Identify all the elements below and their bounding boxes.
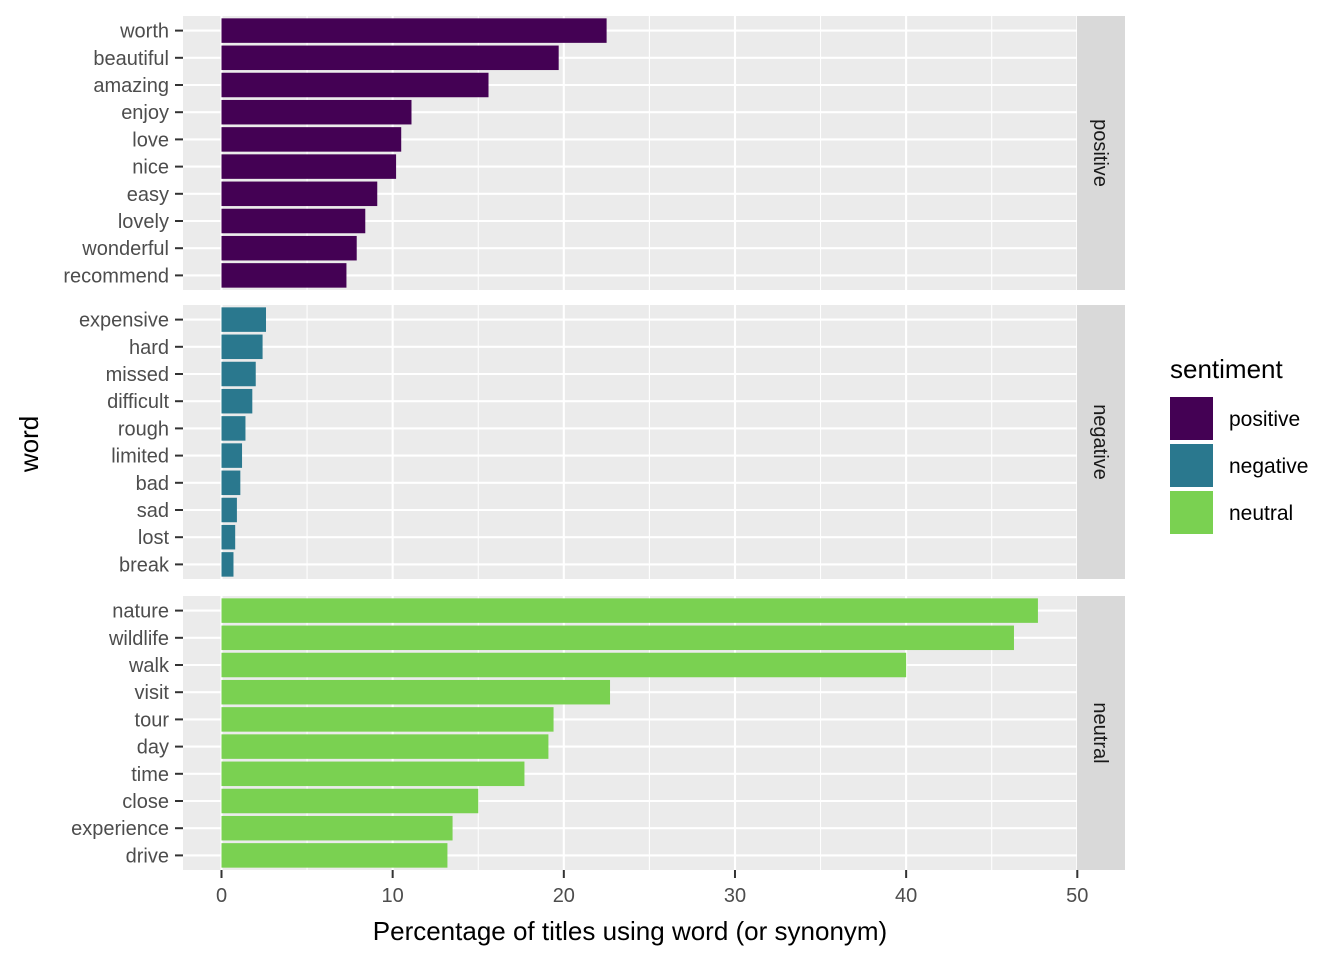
x-axis: 0 10 20 30 40 50 xyxy=(216,870,1088,907)
bar-amazing xyxy=(221,72,489,98)
facet-strip xyxy=(1077,596,1125,870)
bar-walk xyxy=(221,652,907,678)
y-tick-label-worth: worth xyxy=(119,21,169,43)
y-tick-label-time: time xyxy=(131,764,169,786)
y-tick-label-tour: tour xyxy=(135,709,170,731)
bar-visit xyxy=(221,679,611,705)
y-tick-label-day: day xyxy=(137,737,169,759)
x-tick-label-0: 0 xyxy=(216,885,227,907)
facet-panel-positive: worth beautiful amazing enjoy love nice easy lo… xyxy=(63,16,1125,290)
facet-strip-label-positive: positive xyxy=(1089,119,1111,187)
facet-panel-neutral: nature wildlife walk visit tour day time close e… xyxy=(71,596,1125,870)
legend-label-negative: negative xyxy=(1229,455,1308,478)
panel-background xyxy=(183,305,1077,579)
y-tick-label-walk: walk xyxy=(128,655,170,677)
y-tick-label-hard: hard xyxy=(129,337,169,359)
y-tick-label-nice: nice xyxy=(132,157,169,179)
bar-difficult xyxy=(221,388,253,414)
bar-nice xyxy=(221,154,397,179)
bar-wonderful xyxy=(221,235,357,261)
y-tick-label-easy: easy xyxy=(127,184,169,206)
bar-missed xyxy=(221,361,256,387)
bar-break xyxy=(221,552,234,577)
legend-key-neutral xyxy=(1170,491,1213,534)
x-tick-label-10: 10 xyxy=(382,885,404,907)
x-tick-label-20: 20 xyxy=(553,885,575,907)
bar-tour xyxy=(221,707,554,732)
y-tick-label-beautiful: beautiful xyxy=(93,48,169,70)
bar-sad xyxy=(221,497,237,523)
y-tick-label-enjoy: enjoy xyxy=(121,102,169,124)
bar-close xyxy=(221,788,479,814)
bar-hard xyxy=(221,334,263,360)
y-tick-label-break: break xyxy=(119,554,170,576)
y-tick-label-difficult: difficult xyxy=(107,391,169,413)
bar-nature xyxy=(221,598,1038,623)
legend: sentiment positive negative neutral xyxy=(1170,354,1308,534)
x-tick-label-50: 50 xyxy=(1066,885,1088,907)
y-axis-title: word xyxy=(14,416,44,473)
bar-love xyxy=(221,127,402,152)
bar-enjoy xyxy=(221,99,412,125)
bar-expensive xyxy=(221,307,267,332)
y-tick-label-recommend: recommend xyxy=(63,265,169,287)
facet-strip-label-negative: negative xyxy=(1089,404,1111,480)
bar-drive xyxy=(221,843,448,868)
y-tick-label-amazing: amazing xyxy=(93,75,169,97)
legend-label-positive: positive xyxy=(1229,408,1300,431)
y-tick-label-visit: visit xyxy=(135,682,170,704)
legend-title: sentiment xyxy=(1170,354,1283,384)
y-tick-label-nature: nature xyxy=(112,601,169,623)
y-tick-label-love: love xyxy=(132,129,169,151)
bar-limited xyxy=(221,443,243,468)
y-tick-label-limited: limited xyxy=(111,446,169,468)
y-tick-label-drive: drive xyxy=(126,845,169,867)
y-tick-label-lost: lost xyxy=(138,527,170,549)
facet-strip xyxy=(1077,305,1125,579)
y-tick-label-rough: rough xyxy=(118,418,169,440)
facet-strip xyxy=(1077,16,1125,290)
y-tick-label-expensive: expensive xyxy=(79,310,169,332)
y-tick-label-lovely: lovely xyxy=(118,211,169,233)
y-tick-label-wildlife: wildlife xyxy=(108,628,169,650)
facet-strip-label-neutral: neutral xyxy=(1089,702,1111,763)
facet-panel-negative: expensive hard missed difficult rough limited… xyxy=(79,305,1125,579)
y-tick-label-wonderful: wonderful xyxy=(81,238,169,260)
y-tick-label-sad: sad xyxy=(137,500,169,522)
y-tick-label-bad: bad xyxy=(136,473,169,495)
y-tick-label-missed: missed xyxy=(106,364,169,386)
x-tick-label-40: 40 xyxy=(895,885,917,907)
y-tick-label-close: close xyxy=(122,791,169,813)
bar-experience xyxy=(221,815,453,841)
bar-lovely xyxy=(221,208,366,234)
bar-time xyxy=(221,761,525,787)
x-axis-title: Percentage of titles using word (or syno… xyxy=(373,916,887,946)
bar-day xyxy=(221,734,549,759)
legend-label-neutral: neutral xyxy=(1229,502,1293,525)
y-tick-label-experience: experience xyxy=(71,818,169,840)
bar-lost xyxy=(221,524,236,550)
bar-rough xyxy=(221,416,246,441)
bar-worth xyxy=(221,18,607,43)
bar-easy xyxy=(221,181,378,207)
bar-wildlife xyxy=(221,625,1014,651)
bar-bad xyxy=(221,470,241,496)
legend-key-positive xyxy=(1170,397,1213,440)
bar-recommend xyxy=(221,263,347,288)
facet-panels: worth beautiful amazing enjoy love nice easy lo… xyxy=(63,16,1125,870)
bar-beautiful xyxy=(221,45,559,71)
x-tick-label-30: 30 xyxy=(724,885,746,907)
legend-key-negative xyxy=(1170,444,1213,487)
